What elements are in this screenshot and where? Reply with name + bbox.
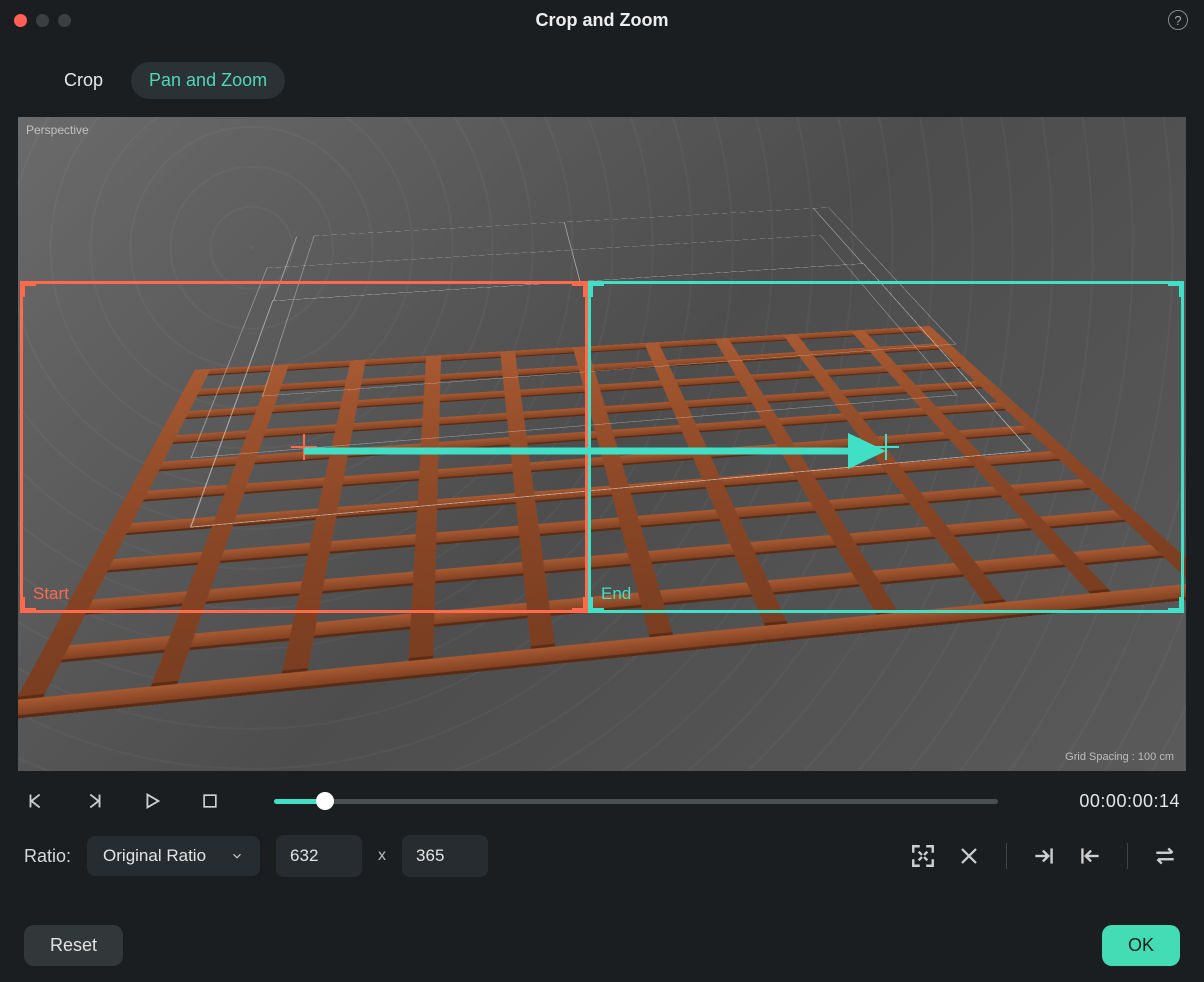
timeline-thumb[interactable]	[316, 792, 334, 810]
perspective-label: Perspective	[26, 123, 89, 137]
playback-controls: 00:00:00:14	[0, 771, 1204, 813]
start-frame-label: Start	[33, 584, 69, 604]
next-frame-button[interactable]	[82, 789, 106, 813]
prev-frame-icon	[25, 790, 47, 812]
help-button[interactable]: ?	[1168, 10, 1188, 30]
play-button[interactable]	[140, 789, 164, 813]
align-end-icon	[1031, 843, 1057, 869]
start-frame-corner-br[interactable]	[572, 597, 588, 613]
timeline-slider[interactable]	[274, 791, 998, 811]
toolbar-divider	[1006, 843, 1007, 869]
stop-button[interactable]	[198, 789, 222, 813]
fit-icon	[910, 843, 936, 869]
timecode: 00:00:00:14	[1050, 791, 1180, 812]
chevron-down-icon	[230, 849, 244, 863]
fit-button[interactable]	[908, 841, 938, 871]
end-frame-corner-br[interactable]	[1168, 597, 1184, 613]
ratio-select[interactable]: Original Ratio	[87, 836, 260, 876]
prev-frame-button[interactable]	[24, 789, 48, 813]
tab-pan-and-zoom[interactable]: Pan and Zoom	[131, 62, 285, 99]
titlebar: Crop and Zoom ?	[0, 0, 1204, 40]
ratio-x-separator: x	[378, 847, 386, 865]
stop-icon	[200, 791, 220, 811]
end-frame-corner-tl[interactable]	[588, 281, 604, 297]
align-start-icon	[1077, 843, 1103, 869]
reset-zoom-button[interactable]	[954, 841, 984, 871]
ratio-height-input[interactable]	[402, 835, 488, 877]
toolbar-divider-2	[1127, 843, 1128, 869]
play-icon	[141, 790, 163, 812]
ratio-width-input[interactable]	[276, 835, 362, 877]
align-start-button[interactable]	[1075, 841, 1105, 871]
tabs: Crop Pan and Zoom	[0, 40, 1204, 117]
ratio-row: Ratio: Original Ratio x	[0, 813, 1204, 877]
ratio-label: Ratio:	[24, 846, 71, 867]
tab-crop[interactable]: Crop	[64, 70, 103, 91]
align-end-button[interactable]	[1029, 841, 1059, 871]
timeline-track	[274, 799, 998, 804]
start-frame-corner-tr[interactable]	[572, 281, 588, 297]
motion-arrow	[304, 447, 886, 455]
reset-button[interactable]: Reset	[24, 925, 123, 966]
next-frame-icon	[83, 790, 105, 812]
swap-icon	[1152, 843, 1178, 869]
close-x-icon	[957, 844, 981, 868]
ok-button[interactable]: OK	[1102, 925, 1180, 966]
end-frame-label: End	[601, 584, 631, 604]
end-frame-corner-tr[interactable]	[1168, 281, 1184, 297]
ratio-select-value: Original Ratio	[103, 846, 206, 866]
bottom-buttons: Reset OK	[0, 925, 1204, 966]
swap-button[interactable]	[1150, 841, 1180, 871]
window-title: Crop and Zoom	[0, 10, 1204, 31]
start-frame-corner-tl[interactable]	[20, 281, 36, 297]
preview-canvas[interactable]: Perspective Start End	[18, 117, 1186, 771]
grid-spacing-label: Grid Spacing : 100 cm	[1065, 751, 1174, 763]
